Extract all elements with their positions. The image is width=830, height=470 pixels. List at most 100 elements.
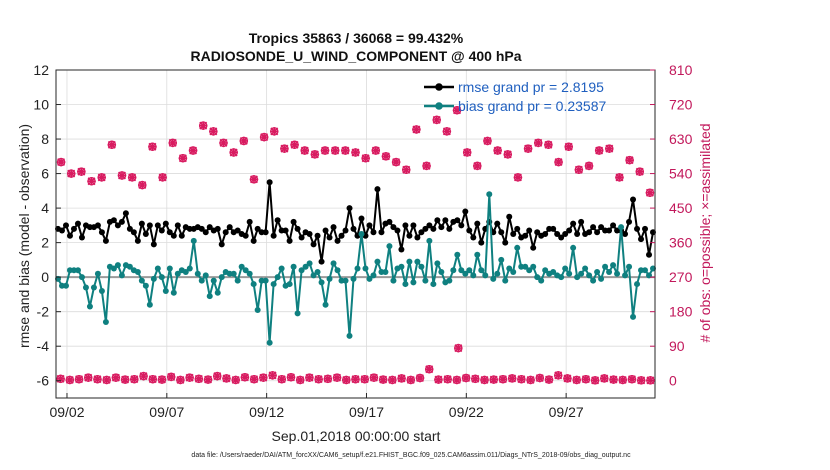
data-point-rmse <box>294 225 301 232</box>
y-right-tick-label: 180 <box>669 304 693 320</box>
data-point-rmse <box>634 225 641 232</box>
obs-assimilated-marker <box>56 374 65 384</box>
data-point-rmse <box>282 227 289 234</box>
data-point-rmse <box>122 210 129 217</box>
data-point-bias <box>526 267 533 274</box>
x-tick-label: 09/17 <box>349 404 384 420</box>
obs-assimilated-marker <box>130 375 139 384</box>
y-right-tick-label: 360 <box>669 235 693 251</box>
obs-assimilated-marker <box>523 144 533 153</box>
data-point-bias <box>390 277 397 284</box>
data-point-bias <box>94 270 101 277</box>
data-point-rmse <box>438 224 445 231</box>
obs-assimilated-marker <box>600 374 609 383</box>
data-point-bias <box>86 303 93 310</box>
data-point-rmse <box>358 215 365 222</box>
obs-assimilated-marker <box>391 157 401 167</box>
data-point-rmse <box>378 229 385 236</box>
data-point-bias <box>470 272 477 279</box>
obs-assimilated-marker <box>402 165 411 174</box>
data-point-rmse <box>366 222 373 229</box>
data-point-rmse <box>498 229 505 236</box>
data-point-rmse <box>286 237 293 244</box>
obs-assimilated-marker <box>310 150 320 159</box>
data-point-rmse <box>74 220 81 227</box>
obs-assimilated-marker <box>361 154 370 163</box>
y-tick-label: 6 <box>41 166 49 182</box>
data-point-bias <box>174 270 181 277</box>
chart-title: Tropics 35863 / 36068 = 99.432% <box>249 30 464 46</box>
data-point-bias <box>246 270 253 277</box>
data-point-bias <box>194 270 201 277</box>
data-point-rmse <box>470 234 477 241</box>
data-point-rmse <box>642 225 649 232</box>
obs-assimilated-marker <box>199 121 208 130</box>
data-point-bias <box>334 267 341 274</box>
data-point-bias <box>150 275 157 282</box>
data-point-rmse <box>246 218 253 225</box>
obs-assimilated-marker <box>554 157 563 167</box>
data-point-rmse <box>110 217 117 224</box>
obs-assimilated-marker <box>97 173 106 182</box>
data-point-bias <box>110 265 117 272</box>
data-point-rmse <box>530 244 537 251</box>
obs-assimilated-marker <box>581 375 591 384</box>
data-point-rmse <box>514 225 521 232</box>
data-point-bias <box>474 251 481 258</box>
obs-assimilated-marker <box>462 148 472 157</box>
data-point-rmse <box>454 217 461 224</box>
y-tick-label: 8 <box>41 131 49 147</box>
obs-assimilated-marker <box>222 374 231 383</box>
data-point-bias <box>570 244 577 251</box>
obs-assimilated-marker <box>188 146 198 155</box>
obs-assimilated-marker <box>74 375 84 384</box>
data-point-rmse <box>414 234 421 241</box>
legend-marker-bias <box>435 102 443 110</box>
data-point-bias <box>286 281 293 288</box>
obs-assimilated-marker <box>480 375 489 385</box>
data-point-rmse <box>430 225 437 232</box>
obs-assimilated-marker <box>280 144 289 153</box>
y-tick-label: -2 <box>37 304 50 320</box>
obs-assimilated-marker <box>513 173 523 182</box>
x-tick-label: 09/12 <box>249 404 284 420</box>
data-point-bias <box>158 274 165 281</box>
data-point-bias <box>358 231 365 237</box>
data-point-bias <box>414 258 421 265</box>
x-tick-label: 09/02 <box>49 404 84 420</box>
data-point-bias <box>118 272 125 279</box>
data-point-rmse <box>562 231 569 237</box>
data-point-rmse <box>306 231 313 237</box>
data-point-bias <box>482 272 489 279</box>
data-point-bias <box>214 289 221 296</box>
data-point-rmse <box>418 229 425 236</box>
obs-assimilated-marker <box>572 375 581 385</box>
data-point-bias <box>642 267 649 274</box>
data-point-rmse <box>370 229 377 236</box>
data-point-rmse <box>494 220 501 227</box>
y-tick-label: 2 <box>41 235 49 251</box>
data-point-bias <box>370 272 377 279</box>
data-point-bias <box>126 263 133 270</box>
data-point-bias <box>170 289 177 296</box>
data-point-bias <box>102 319 109 326</box>
obs-assimilated-marker <box>564 142 573 151</box>
obs-assimilated-marker <box>432 115 441 125</box>
obs-assimilated-marker <box>259 373 268 382</box>
data-point-rmse <box>478 239 485 246</box>
obs-assimilated-marker <box>320 146 330 155</box>
x-tick-label: 09/22 <box>449 404 484 420</box>
observation-counts <box>56 106 655 385</box>
data-point-bias <box>454 251 461 258</box>
data-point-bias <box>426 237 433 244</box>
y-axis-right-label: # of obs: o=possible; ×=assimilated <box>697 123 713 342</box>
data-point-rmse <box>94 222 101 229</box>
data-point-rmse <box>142 231 149 237</box>
data-point-bias <box>262 277 269 284</box>
data-point-bias <box>250 281 257 288</box>
obs-assimilated-marker <box>239 136 249 146</box>
data-point-rmse <box>114 222 121 229</box>
data-point-rmse <box>386 218 393 225</box>
data-point-rmse <box>346 205 353 212</box>
data-point-bias <box>494 270 501 277</box>
